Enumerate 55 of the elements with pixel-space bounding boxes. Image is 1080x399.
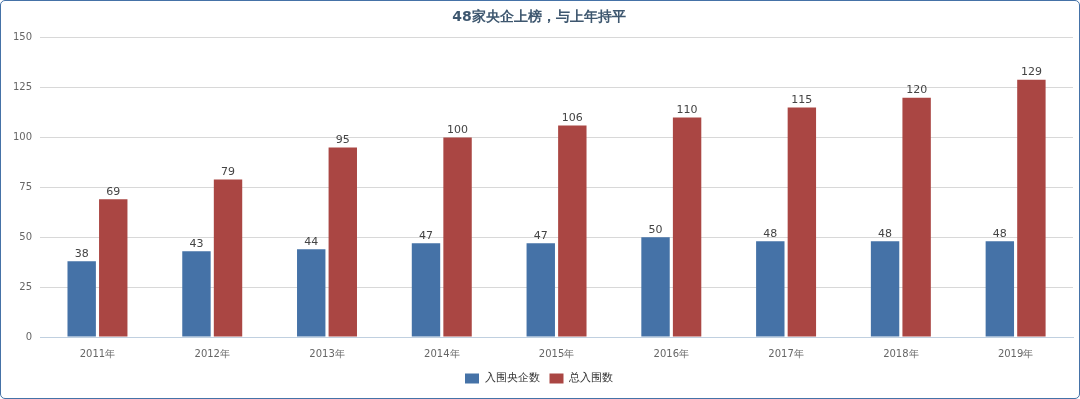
bar <box>787 107 817 337</box>
data-label: 79 <box>221 164 236 178</box>
x-tick-label: 2014年 <box>424 347 460 359</box>
legend-label: 入围央企数 <box>484 371 540 385</box>
data-label: 48 <box>992 226 1007 240</box>
y-tick-label: 100 <box>12 131 33 143</box>
legend-label: 总入围数 <box>568 371 613 385</box>
x-tick-label: 2019年 <box>997 347 1034 359</box>
data-label: 115 <box>791 92 813 106</box>
bar <box>213 179 243 337</box>
chart-title: 48家央企上榜，与上年持平 <box>452 8 626 25</box>
data-label: 44 <box>304 234 319 248</box>
bar <box>641 237 670 337</box>
bar <box>182 251 211 337</box>
x-tick-label: 2013年 <box>309 347 345 359</box>
bar <box>985 241 1015 337</box>
x-tick-label: 2017年 <box>768 347 804 359</box>
bar <box>526 243 555 337</box>
y-tick-label: 75 <box>19 180 33 192</box>
bar <box>99 199 128 337</box>
bar <box>902 97 931 337</box>
data-label: 48 <box>763 226 778 240</box>
data-label: 47 <box>418 228 433 242</box>
bar <box>756 241 785 337</box>
bar <box>558 125 587 337</box>
data-label: 48 <box>878 226 893 240</box>
x-tick-label: 2012年 <box>194 347 230 359</box>
data-label: 100 <box>447 122 469 136</box>
data-label: 95 <box>335 132 350 146</box>
data-label: 106 <box>561 110 583 124</box>
data-label: 50 <box>648 222 663 236</box>
x-tick-label: 2016年 <box>653 347 690 359</box>
y-tick-label: 150 <box>12 31 33 43</box>
data-label: 129 <box>1020 65 1042 79</box>
data-label: 43 <box>189 236 204 250</box>
y-tick-label: 125 <box>12 81 33 93</box>
y-tick-label: 50 <box>19 230 33 242</box>
bar <box>672 117 702 337</box>
bar <box>870 241 900 337</box>
bar <box>328 147 357 337</box>
bar <box>297 249 326 337</box>
x-tick-label: 2011年 <box>79 347 116 359</box>
data-label: 47 <box>533 228 548 242</box>
data-label: 38 <box>74 246 89 260</box>
x-tick-label: 2015年 <box>538 347 575 359</box>
bar <box>411 243 441 337</box>
y-tick-label: 0 <box>25 330 33 342</box>
bar <box>67 261 96 337</box>
y-tick-label: 25 <box>19 280 33 292</box>
data-label: 110 <box>676 102 698 116</box>
data-label: 69 <box>106 184 121 198</box>
data-label: 120 <box>906 83 928 96</box>
bar <box>443 137 472 337</box>
x-tick-label: 2018年 <box>883 347 919 359</box>
bar <box>1017 79 1046 337</box>
